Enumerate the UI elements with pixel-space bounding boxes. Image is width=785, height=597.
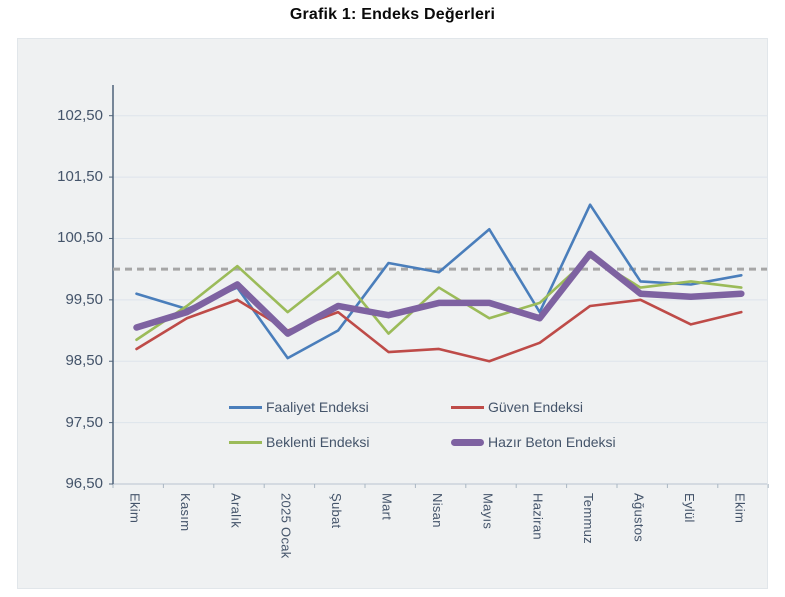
legend-item-1: Güven Endeksi: [451, 399, 583, 415]
legend-item-3: Hazır Beton Endeksi: [451, 434, 616, 450]
legend-marker-icon: [451, 405, 484, 409]
chart-canvas: [109, 85, 769, 488]
x-axis-label: Ekim: [127, 493, 143, 524]
legend-label: Hazır Beton Endeksi: [488, 434, 616, 450]
y-axis-label: 101,50: [57, 168, 103, 186]
y-axis-label: 98,50: [65, 352, 103, 370]
series-line-2: [135, 255, 743, 342]
x-axis-label: Nisan: [429, 493, 445, 528]
y-axis-label: 102,50: [57, 106, 103, 124]
y-axis-label: 100,50: [57, 229, 103, 247]
legend-item-2: Beklenti Endeksi: [229, 434, 370, 450]
y-axis-label: 97,50: [65, 413, 103, 431]
chart-title: Grafik 1: Endeks Değerleri: [289, 6, 496, 23]
y-axis-label: 96,50: [65, 475, 103, 492]
x-axis-label: Ekim: [732, 493, 748, 524]
legend-label: Güven Endeksi: [488, 399, 583, 415]
legend-marker-icon: [451, 438, 484, 446]
series-line-0: [135, 203, 743, 360]
x-axis-label: 2025 Ocak: [278, 493, 294, 559]
legend-label: Faaliyet Endeksi: [266, 399, 369, 415]
legend-label: Beklenti Endeksi: [266, 434, 370, 450]
series-line-1: [135, 298, 743, 363]
x-axis-label: Haziran: [530, 493, 546, 540]
x-axis-label: Kasım: [177, 493, 193, 532]
legend-marker-icon: [229, 440, 262, 444]
x-axis-label: Mayıs: [480, 493, 496, 530]
x-axis-label: Aralık: [228, 493, 244, 529]
legend-marker-icon: [229, 405, 262, 409]
legend-item-0: Faaliyet Endeksi: [229, 399, 369, 415]
y-axis-label: 99,50: [65, 290, 103, 308]
chart-area: 102,50 101,50 100,50 99,50 98,50 97,50 96,50 E…: [17, 38, 769, 589]
x-axis-label: Mart: [379, 493, 395, 521]
series-line-3: [133, 250, 745, 337]
x-axis-label: Temmuz: [581, 493, 597, 544]
x-axis-label: Şubat: [329, 493, 345, 529]
x-axis-label: Eylül: [681, 493, 697, 523]
x-axis-label: Ağustos: [631, 493, 647, 543]
